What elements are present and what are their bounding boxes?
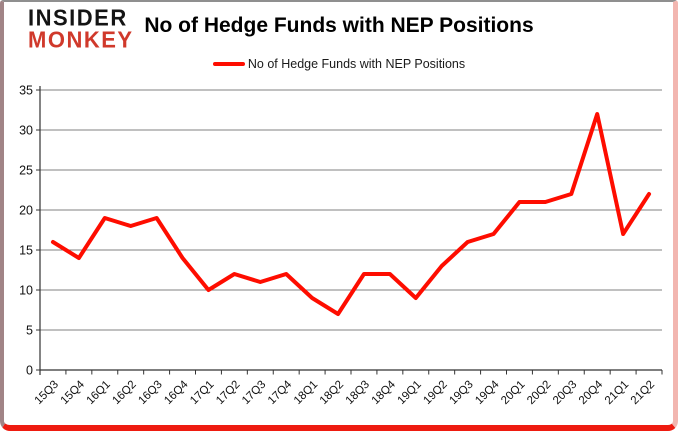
y-tick-label: 20 <box>19 204 33 218</box>
chart-legend: No of Hedge Funds with NEP Positions <box>0 57 678 71</box>
x-tick-label-18Q2: 18Q2 <box>318 379 346 407</box>
y-tick-label: 25 <box>19 164 33 178</box>
x-tick-label-17Q1: 17Q1 <box>188 379 216 407</box>
logo-text-monkey: MONKEY <box>28 26 134 53</box>
x-tick-label-18Q4: 18Q4 <box>370 378 399 407</box>
y-tick-label: 5 <box>26 324 33 338</box>
x-tick-label-15Q3: 15Q3 <box>33 379 61 407</box>
x-tick-label-16Q3: 16Q3 <box>136 379 164 407</box>
y-tick-label: 35 <box>19 84 33 98</box>
y-tick-label: 30 <box>19 124 33 138</box>
y-tick-label: 10 <box>19 284 33 298</box>
y-tick-label: 15 <box>19 244 33 258</box>
x-tick-label-17Q2: 17Q2 <box>214 379 242 407</box>
series-line <box>50 112 652 316</box>
x-tick-label-15Q4: 15Q4 <box>59 378 88 407</box>
y-tick-label: 0 <box>26 364 33 378</box>
x-tick-label-21Q2: 21Q2 <box>629 379 657 407</box>
x-tick-label-17Q3: 17Q3 <box>240 379 268 407</box>
x-tick-label-16Q4: 16Q4 <box>162 378 191 407</box>
logo-text-insider: INSIDER <box>28 4 128 31</box>
x-tick-label-20Q2: 20Q2 <box>525 379 553 407</box>
x-tick-label-19Q2: 19Q2 <box>421 379 449 407</box>
x-tick-label-19Q3: 19Q3 <box>447 379 475 407</box>
legend-line-swatch <box>212 62 245 66</box>
x-tick-label-21Q1: 21Q1 <box>603 379 631 407</box>
x-tick-label-17Q4: 17Q4 <box>266 378 295 407</box>
x-tick-label-19Q4: 19Q4 <box>473 378 502 407</box>
x-tick-label-20Q4: 20Q4 <box>577 378 606 407</box>
legend-label: No of Hedge Funds with NEP Positions <box>247 57 466 71</box>
x-tick-label-16Q1: 16Q1 <box>85 379 113 407</box>
x-tick-label-20Q3: 20Q3 <box>551 379 579 407</box>
x-tick-label-19Q1: 19Q1 <box>396 379 424 407</box>
x-tick-label-18Q3: 18Q3 <box>344 379 372 407</box>
x-tick-label-16Q2: 16Q2 <box>110 379 138 407</box>
x-tick-label-18Q1: 18Q1 <box>292 379 320 407</box>
chart-title: No of Hedge Funds with NEP Positions <box>144 14 534 37</box>
insider-monkey-logo: INSIDER MONKEY <box>28 4 134 53</box>
x-tick-label-20Q1: 20Q1 <box>499 379 527 407</box>
